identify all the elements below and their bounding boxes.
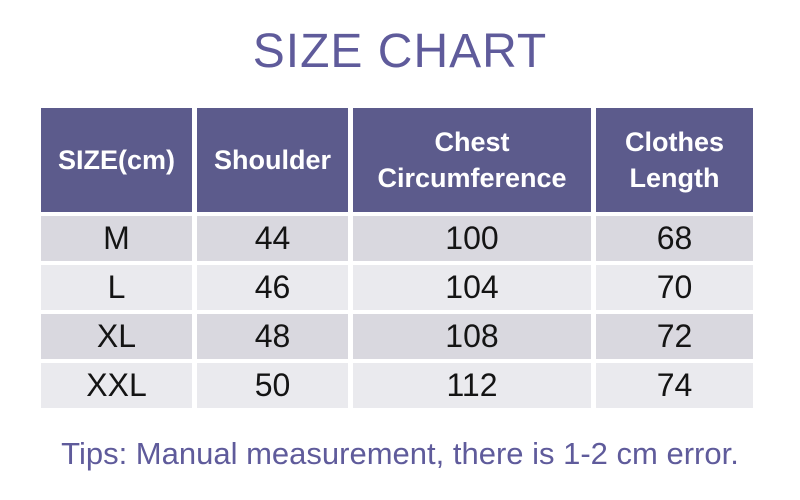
table-cell-size-xl: XL: [41, 314, 192, 359]
measurement-tips-note: Tips: Manual measurement, there is 1-2 c…: [61, 436, 739, 471]
size-chart-table: SIZE(cm) Shoulder Chest Circumference Cl…: [41, 108, 753, 408]
table-cell-chest-l: 104: [353, 265, 591, 310]
page-title: SIZE CHART: [252, 25, 548, 78]
table-cell-chest-xl: 108: [353, 314, 591, 359]
column-header-shoulder: Shoulder: [197, 108, 348, 212]
table-cell-length-m: 68: [596, 216, 753, 261]
table-cell-chest-xxl: 112: [353, 363, 591, 408]
table-cell-shoulder-xl: 48: [197, 314, 348, 359]
table-cell-shoulder-l: 46: [197, 265, 348, 310]
column-header-chest: Chest Circumference: [353, 108, 591, 212]
column-header-size: SIZE(cm): [41, 108, 192, 212]
table-cell-size-l: L: [41, 265, 192, 310]
table-cell-size-m: M: [41, 216, 192, 261]
table-cell-length-xxl: 74: [596, 363, 753, 408]
table-cell-size-xxl: XXL: [41, 363, 192, 408]
column-header-length: Clothes Length: [596, 108, 753, 212]
table-cell-length-xl: 72: [596, 314, 753, 359]
table-cell-length-l: 70: [596, 265, 753, 310]
table-cell-shoulder-m: 44: [197, 216, 348, 261]
table-cell-chest-m: 100: [353, 216, 591, 261]
table-cell-shoulder-xxl: 50: [197, 363, 348, 408]
